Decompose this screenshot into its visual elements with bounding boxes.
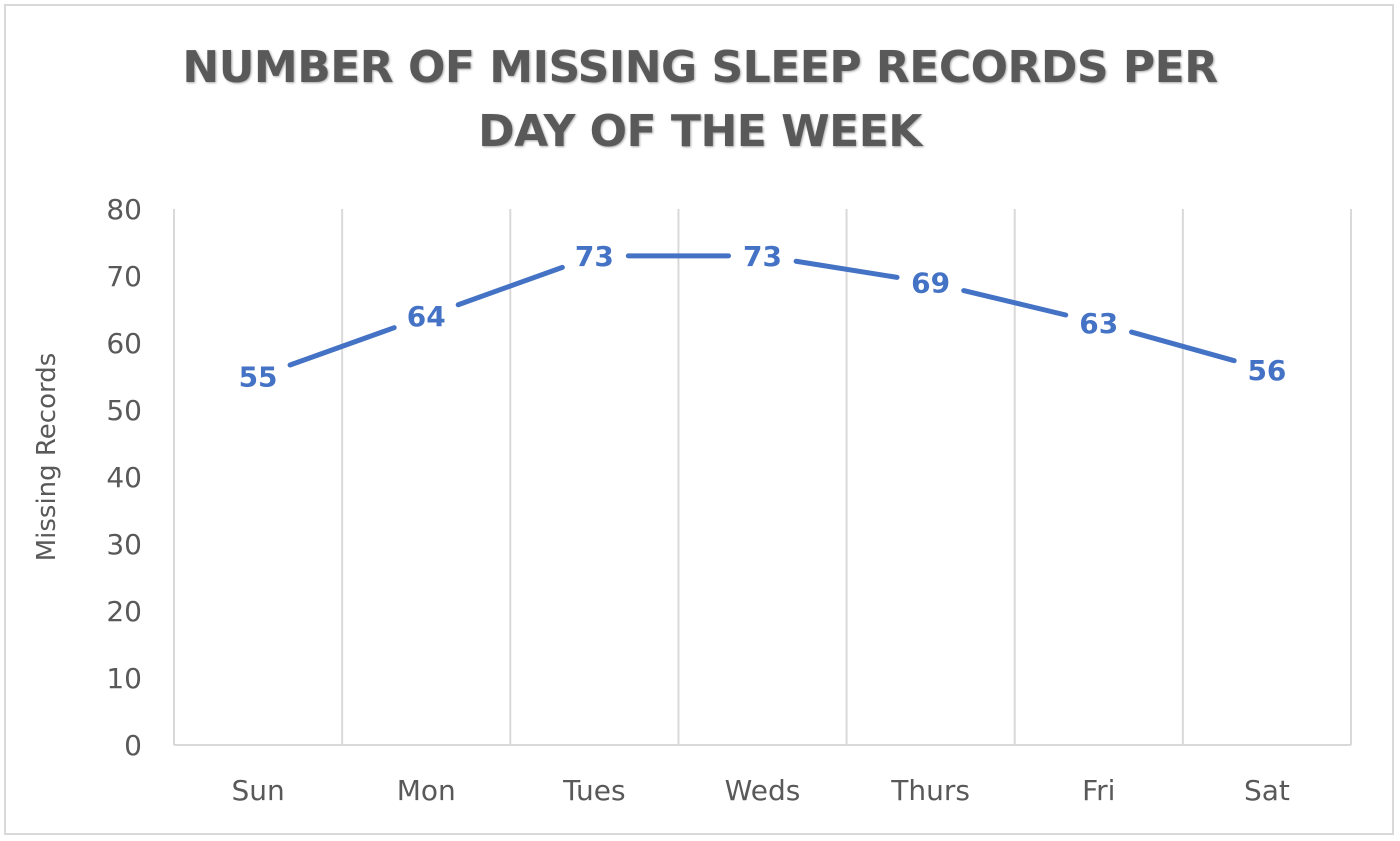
series-segment xyxy=(1129,329,1237,364)
x-tick-label: Tues xyxy=(562,774,625,807)
chart-frame xyxy=(4,4,1394,835)
series-segment xyxy=(961,288,1069,318)
x-tick-label: Sun xyxy=(231,774,284,807)
data-label: 64 xyxy=(407,300,446,333)
x-tick-label: Sat xyxy=(1244,774,1290,807)
y-tick-label: 30 xyxy=(106,528,142,561)
x-tick-label: Thurs xyxy=(890,774,970,807)
data-label: 73 xyxy=(575,240,614,273)
y-tick-label: 80 xyxy=(106,193,142,226)
y-tick-label: 50 xyxy=(106,394,142,427)
series-segment xyxy=(793,258,900,280)
data-labels: 55 64 73 73 69 63 56 xyxy=(239,240,1287,394)
y-tick-label: 40 xyxy=(106,461,142,494)
gridlines xyxy=(173,209,1352,745)
y-tick-label: 0 xyxy=(124,729,142,762)
series-line xyxy=(287,253,1237,368)
x-axis-ticks: Sun Mon Tues Weds Thurs Fri Sat xyxy=(231,774,1289,807)
data-label: 69 xyxy=(911,267,950,300)
y-tick-label: 60 xyxy=(106,327,142,360)
x-tick-label: Weds xyxy=(725,774,801,807)
data-label: 55 xyxy=(239,361,278,394)
series-segment xyxy=(455,264,565,308)
y-axis-ticks: 0 10 20 30 40 50 60 70 80 xyxy=(106,193,142,762)
x-tick-label: Mon xyxy=(397,774,456,807)
data-label: 73 xyxy=(743,240,782,273)
y-tick-label: 20 xyxy=(106,595,142,628)
data-label: 56 xyxy=(1247,354,1286,387)
y-tick-label: 70 xyxy=(106,260,142,293)
x-tick-label: Fri xyxy=(1082,774,1115,807)
data-label: 63 xyxy=(1079,307,1118,340)
chart-title: NUMBER OF MISSING SLEEP RECORDS PER DAY … xyxy=(182,42,1218,157)
y-tick-label: 10 xyxy=(106,662,142,695)
series-segment xyxy=(287,325,397,368)
